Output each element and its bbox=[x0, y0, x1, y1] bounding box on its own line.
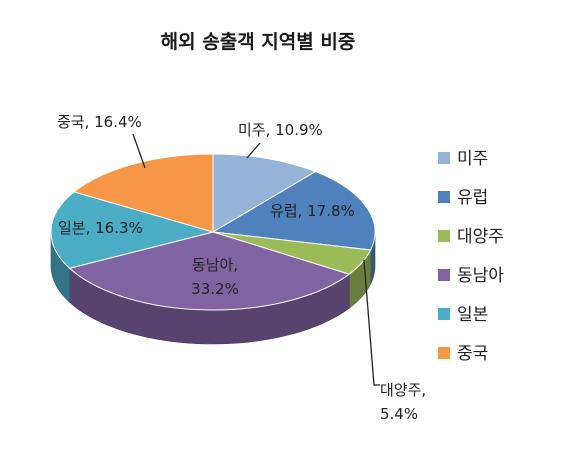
legend-swatch-slice-5 bbox=[438, 308, 450, 320]
pie-slices bbox=[50, 153, 376, 311]
legend-swatch-slice-2 bbox=[438, 191, 450, 203]
leader-line-slice-6 bbox=[132, 133, 146, 169]
legend-label-slice-5: 일본 bbox=[457, 305, 488, 325]
data-labels: 미주, 10.9% 유럽, 17.8% 대양주, 5.4% 동남아, 33.2% 일본, 1… bbox=[57, 113, 426, 423]
pie-slice-5 bbox=[50, 191, 215, 269]
legend-label-slice-6: 중국 bbox=[457, 344, 488, 364]
chart-title: 해외 송출객 지역별 비중 bbox=[161, 31, 356, 53]
legend-label-slice-4: 동남아 bbox=[457, 266, 504, 286]
legend-label-slice-2: 유럽 bbox=[457, 188, 488, 208]
legend-swatch-slice-4 bbox=[438, 269, 450, 281]
data-label-slice-1: 미주, 10.9% bbox=[238, 121, 323, 139]
leader-lines bbox=[132, 133, 380, 386]
legend-swatch-slice-3 bbox=[438, 230, 450, 242]
data-label-slice-5: 일본, 16.3% bbox=[58, 219, 143, 237]
legend-swatch-slice-1 bbox=[438, 152, 450, 164]
data-label-slice-3: 대양주, 5.4% bbox=[380, 381, 426, 423]
pie-slice-1 bbox=[212, 153, 317, 233]
pie-slice-6 bbox=[73, 153, 214, 233]
pie-slice-4 bbox=[68, 231, 351, 311]
pie-slice-2 bbox=[211, 171, 376, 251]
data-label-slice-6: 중국, 16.4% bbox=[57, 113, 142, 131]
leader-line-slice-3 bbox=[363, 259, 380, 386]
data-label-slice-2: 유럽, 17.8% bbox=[270, 202, 355, 220]
leader-line-slice-1 bbox=[246, 142, 261, 159]
legend-swatch-slice-6 bbox=[438, 347, 450, 359]
legend-label-slice-1: 미주 bbox=[457, 149, 488, 169]
legend-label-slice-3: 대양주 bbox=[457, 227, 504, 247]
data-label-slice-4: 동남아, 33.2% bbox=[191, 256, 239, 298]
